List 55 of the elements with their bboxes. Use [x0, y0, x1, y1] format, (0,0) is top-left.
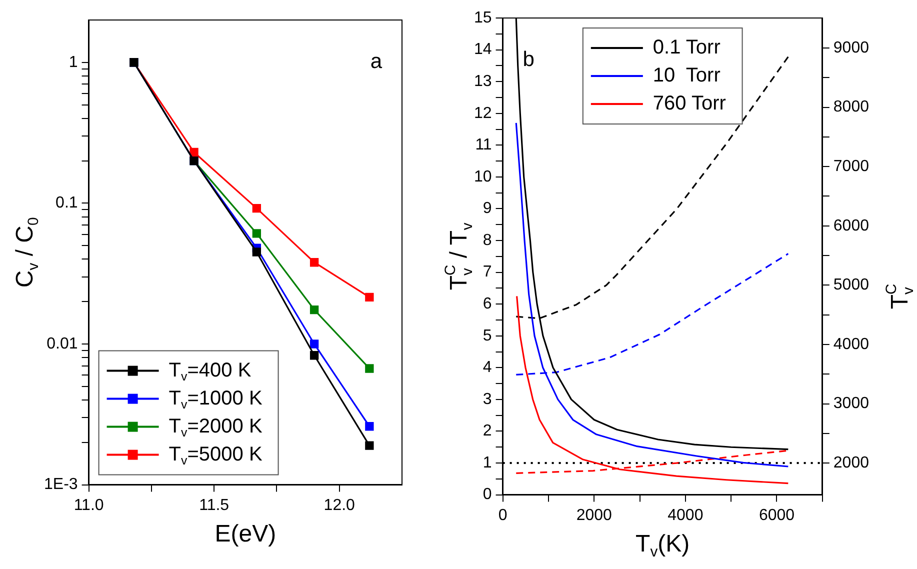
annotation: b: [522, 48, 534, 71]
point: [365, 292, 374, 302]
y2-tick-label: 8000: [833, 98, 870, 116]
legend-label: 0.1 Torr: [652, 36, 721, 59]
y-tick-label: 5: [482, 327, 492, 344]
y2-tick-label: 5000: [833, 276, 870, 294]
y-tick-label: 1: [482, 454, 492, 472]
point: [365, 441, 374, 450]
y2-tick-label: 4000: [833, 336, 870, 353]
y-tick-label: 15: [474, 9, 492, 26]
y-tick-label: 10: [474, 168, 492, 186]
y-tick-label: 2: [482, 422, 492, 440]
x-tick-label: 11.0: [74, 496, 104, 514]
y2-tick-label: 6000: [833, 217, 870, 234]
y-tick-label: 1E-3: [44, 476, 78, 494]
y-tick-label: 12: [474, 104, 492, 122]
y-tick-label: 11: [475, 136, 492, 154]
x-tick-label: 6000: [758, 506, 795, 524]
y2-tick-label: 3000: [833, 395, 870, 412]
y2-axis-title: TCv: [884, 283, 917, 310]
x-axis-title: E(eV): [214, 520, 276, 548]
y-axis-title: Cv / C0: [12, 217, 42, 288]
y-tick-label: 1: [68, 54, 78, 71]
point: [252, 229, 262, 238]
legend-label: 760 Torr: [652, 92, 726, 115]
annotation: a: [370, 50, 382, 73]
y-tick-label: 7: [482, 264, 492, 281]
x-tick-label: 11.5: [199, 496, 230, 514]
y-tick-label: 0.01: [46, 335, 78, 352]
point: [365, 364, 374, 373]
y-tick-label: 13: [474, 72, 492, 90]
y2-tick-label: 7000: [833, 158, 870, 175]
y-tick-label: 8: [482, 232, 492, 249]
point: [310, 305, 319, 314]
y-tick-label: 6: [482, 295, 492, 312]
point: [310, 258, 319, 267]
point: [310, 340, 319, 348]
y-tick-label: 3: [482, 390, 492, 408]
point: [310, 351, 319, 360]
x-tick-label: 12.0: [324, 496, 356, 514]
x-tick-label: 2000: [576, 506, 612, 524]
point: [365, 422, 374, 431]
legend-label: 10 Torr: [652, 64, 721, 87]
point: [190, 148, 198, 157]
point: [252, 204, 262, 213]
y2-tick-label: 9000: [833, 39, 870, 56]
x-tick-label: 4000: [668, 506, 704, 524]
y-tick-label: 0.1: [56, 194, 78, 212]
point: [252, 248, 262, 256]
y-tick-label: 14: [474, 41, 492, 58]
y-tick-label: 4: [482, 359, 492, 376]
y-axis-title: TCv / Tv: [442, 222, 476, 290]
y2-tick-label: 2000: [833, 454, 870, 472]
y-tick-label: 9: [482, 200, 492, 218]
x-tick-label: 0: [498, 506, 508, 524]
